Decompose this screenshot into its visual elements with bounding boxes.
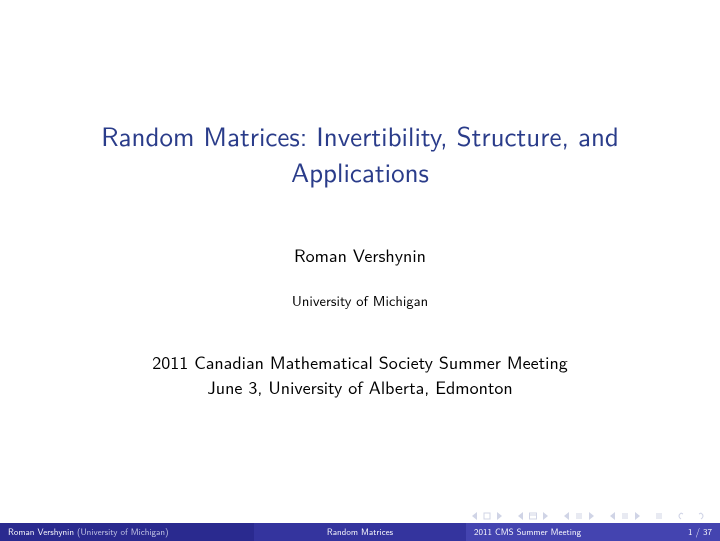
nav-mode[interactable] bbox=[654, 511, 664, 521]
nav-next[interactable] bbox=[608, 511, 642, 521]
square-icon bbox=[482, 511, 492, 521]
meeting-info: 2011 Canadian Mathematical Society Summe… bbox=[152, 349, 568, 399]
footer-author-section: Roman Vershynin (University of Michigan) bbox=[0, 523, 254, 541]
author-name: Roman Vershynin bbox=[294, 241, 426, 268]
page-current: 1 bbox=[688, 525, 693, 538]
triangle-left-icon bbox=[470, 511, 480, 521]
nav-prev[interactable] bbox=[562, 511, 596, 521]
meeting-line1: 2011 Canadian Mathematical Society Summe… bbox=[152, 349, 568, 374]
slide-title: Random Matrices: Invertibility, Structur… bbox=[0, 118, 720, 191]
lines-icon bbox=[620, 511, 630, 521]
triangle-right-icon bbox=[586, 511, 596, 521]
triangle-right-icon bbox=[632, 511, 642, 521]
footer-affiliation: (University of Michigan) bbox=[77, 525, 169, 538]
redo-icon bbox=[692, 511, 706, 521]
footer-meta-section: 2011 CMS Summer Meeting 1 / 37 bbox=[466, 523, 720, 541]
footer-event: 2011 CMS Summer Meeting bbox=[474, 523, 581, 541]
slide: Random Matrices: Invertibility, Structur… bbox=[0, 0, 720, 541]
meeting-line2: June 3, University of Alberta, Edmonton bbox=[152, 374, 568, 399]
undo-icon bbox=[676, 511, 690, 521]
nav-first[interactable] bbox=[470, 511, 504, 521]
frame-icon bbox=[528, 511, 538, 521]
nav-prev-section[interactable] bbox=[516, 511, 550, 521]
footer-author: Roman Vershynin bbox=[8, 525, 74, 538]
triangle-right-icon bbox=[494, 511, 504, 521]
triangle-left-icon bbox=[608, 511, 618, 521]
triangle-left-icon bbox=[516, 511, 526, 521]
footer-bar: Roman Vershynin (University of Michigan)… bbox=[0, 523, 720, 541]
nav-controls bbox=[470, 511, 706, 521]
nav-back-forward[interactable] bbox=[676, 511, 706, 521]
triangle-right-icon bbox=[540, 511, 550, 521]
slide-content: Random Matrices: Invertibility, Structur… bbox=[0, 0, 720, 523]
lines-icon bbox=[654, 511, 664, 521]
lines-icon bbox=[574, 511, 584, 521]
page-total: 37 bbox=[703, 525, 712, 538]
author-affiliation: University of Michigan bbox=[292, 290, 428, 311]
triangle-left-icon bbox=[562, 511, 572, 521]
footer-page-counter: 1 / 37 bbox=[688, 523, 712, 541]
footer-title-section: Random Matrices bbox=[254, 523, 466, 541]
